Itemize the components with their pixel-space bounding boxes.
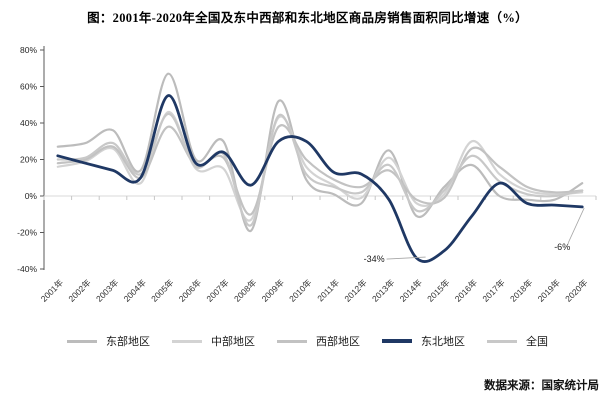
- series-line-west: [56, 124, 584, 216]
- x-tick-label: 2013年: [370, 277, 397, 304]
- data-source-note: 数据来源：国家统计局: [484, 380, 599, 392]
- chart-title: 图：2001年-2020年全国及东中西部和东北地区商品房销售面积同比增速（%）: [87, 11, 528, 25]
- legend-swatch-east: [67, 339, 97, 343]
- x-tick-label: 2012年: [342, 277, 369, 304]
- y-tick-label: -40%: [17, 264, 37, 274]
- annotation-leader-line: [567, 207, 585, 244]
- annotation-label-6: -6%: [554, 242, 570, 252]
- x-tick-label: 2017年: [480, 277, 507, 304]
- x-tick-label: 2005年: [149, 277, 176, 304]
- legend-item-national: 全国: [487, 333, 548, 349]
- y-tick-label: 20%: [20, 155, 37, 165]
- legend-item-central: 中部地区: [172, 333, 255, 349]
- legend-label-northeast: 东北地区: [421, 336, 465, 348]
- y-tick-label: 80%: [20, 45, 37, 55]
- x-tick-label: 2006年: [177, 277, 204, 304]
- series-line-central: [56, 110, 584, 222]
- x-tick-label: 2011年: [315, 277, 341, 303]
- legend-label-national: 全国: [526, 336, 548, 348]
- y-tick-label: 60%: [20, 82, 37, 92]
- x-tick-label: 2003年: [94, 277, 121, 304]
- chart-legend: 东部地区 中部地区 西部地区 东北地区 全国: [0, 333, 615, 349]
- legend-swatch-central: [172, 339, 202, 343]
- legend-item-west: 西部地区: [277, 333, 360, 349]
- y-tick-label: -20%: [17, 228, 37, 238]
- x-tick-label: 2004年: [122, 277, 149, 304]
- x-tick-label: 2014年: [398, 277, 425, 304]
- x-tick-label: 2009年: [260, 277, 287, 304]
- x-tick-label: 2019年: [536, 277, 563, 304]
- legend-label-west: 西部地区: [316, 336, 360, 348]
- legend-swatch-west: [277, 339, 307, 343]
- x-tick-label: 2018年: [508, 277, 535, 304]
- x-tick-label: 2001年: [39, 277, 66, 304]
- legend-item-northeast: 东北地区: [382, 333, 465, 349]
- legend-label-east: 东部地区: [106, 336, 150, 348]
- x-tick-label: 2010年: [287, 277, 314, 304]
- legend-item-east: 东部地区: [67, 333, 150, 349]
- annotation-leader-line: [386, 256, 426, 260]
- series-line-northeast: [56, 94, 584, 263]
- y-tick-label: 0%: [25, 191, 38, 201]
- x-tick-label: 2016年: [453, 277, 480, 304]
- x-tick-label: 2007年: [204, 277, 231, 304]
- x-tick-label: 2002年: [66, 277, 93, 304]
- annotation-label-34: -34%: [364, 254, 385, 264]
- x-tick-label: 2008年: [232, 277, 259, 304]
- y-tick-label: 40%: [20, 118, 37, 128]
- legend-swatch-northeast: [382, 339, 412, 343]
- x-tick-label: 2015年: [425, 277, 452, 304]
- legend-swatch-national: [487, 339, 517, 343]
- x-tick-label: 2020年: [563, 277, 590, 304]
- legend-label-central: 中部地区: [211, 336, 255, 348]
- series-line-east: [56, 72, 584, 232]
